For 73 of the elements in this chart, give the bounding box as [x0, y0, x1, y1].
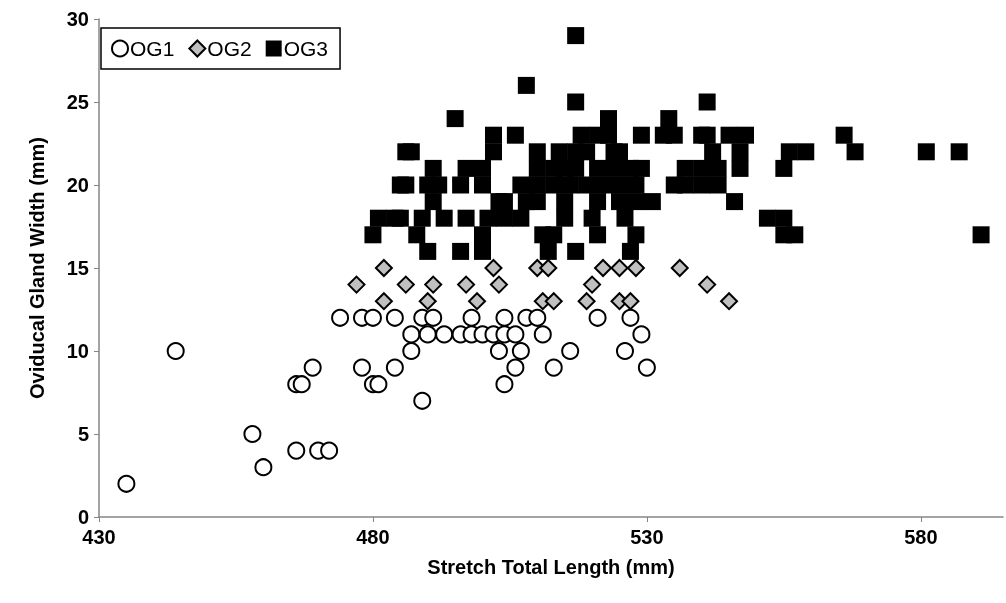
- point: [583, 275, 602, 294]
- y-tick-label: 20: [66, 174, 89, 196]
- y-tick-label: 15: [66, 257, 89, 279]
- x-tick-label: 430: [82, 526, 116, 548]
- point: [539, 259, 558, 277]
- point: [435, 325, 454, 344]
- point: [424, 308, 443, 327]
- point: [495, 375, 514, 394]
- point: [615, 342, 634, 360]
- point: [396, 275, 415, 294]
- point: [610, 259, 629, 277]
- y-tick-label: 5: [77, 423, 89, 445]
- point: [320, 441, 339, 460]
- point: [506, 358, 525, 377]
- point: [374, 259, 393, 277]
- point: [402, 325, 421, 344]
- point: [495, 308, 514, 327]
- point: [670, 259, 689, 277]
- point: [484, 259, 503, 277]
- point: [698, 275, 717, 294]
- point: [489, 275, 508, 294]
- point: [594, 259, 613, 277]
- point: [243, 425, 262, 443]
- point: [457, 275, 476, 294]
- point: [117, 474, 136, 493]
- legend-label: OG2: [207, 37, 252, 60]
- point: [369, 375, 388, 394]
- point: [468, 292, 487, 311]
- point: [424, 275, 443, 294]
- point: [528, 308, 547, 327]
- point: [577, 292, 596, 311]
- x-tick-label: 480: [356, 526, 390, 548]
- point: [511, 342, 530, 360]
- x-axis-title: Stretch Total Length (mm): [427, 556, 675, 578]
- point: [418, 292, 437, 311]
- point: [621, 308, 640, 327]
- point: [621, 292, 640, 311]
- point: [385, 308, 404, 327]
- point: [489, 342, 508, 360]
- point: [462, 308, 481, 327]
- y-tick-label: 10: [66, 340, 89, 362]
- point: [254, 458, 273, 477]
- point: [506, 325, 525, 344]
- point: [720, 292, 739, 311]
- point: [533, 325, 552, 344]
- point: [331, 308, 350, 327]
- point: [287, 441, 306, 460]
- point: [303, 358, 322, 377]
- point: [418, 325, 437, 344]
- y-axis-title: Oviducal Gland Width (mm): [26, 136, 48, 400]
- point: [402, 342, 421, 360]
- y-tick-label: 25: [66, 91, 89, 113]
- y-tick-label: 30: [66, 8, 89, 30]
- legend-label: OG3: [283, 37, 329, 60]
- point: [374, 292, 393, 311]
- legend-label: OG1: [130, 37, 175, 60]
- point: [292, 375, 311, 394]
- x-tick-label: 530: [630, 526, 664, 548]
- point: [363, 308, 382, 327]
- point: [561, 342, 580, 360]
- x-tick-label: 580: [904, 526, 938, 548]
- point: [413, 391, 432, 410]
- point: [637, 358, 656, 377]
- point: [385, 358, 404, 377]
- point: [626, 259, 645, 277]
- point: [166, 342, 185, 360]
- point: [544, 292, 563, 311]
- point: [632, 325, 651, 344]
- point: [353, 358, 371, 377]
- y-tick-label: 0: [77, 506, 89, 528]
- point: [347, 275, 366, 294]
- point: [588, 308, 607, 327]
- point: [544, 358, 563, 377]
